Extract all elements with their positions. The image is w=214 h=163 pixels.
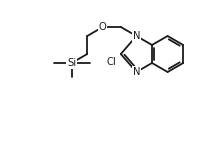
Text: Cl: Cl xyxy=(107,57,117,67)
Text: N: N xyxy=(133,67,140,77)
Text: O: O xyxy=(99,22,107,32)
Text: Si: Si xyxy=(67,58,76,68)
Text: N: N xyxy=(133,31,140,41)
